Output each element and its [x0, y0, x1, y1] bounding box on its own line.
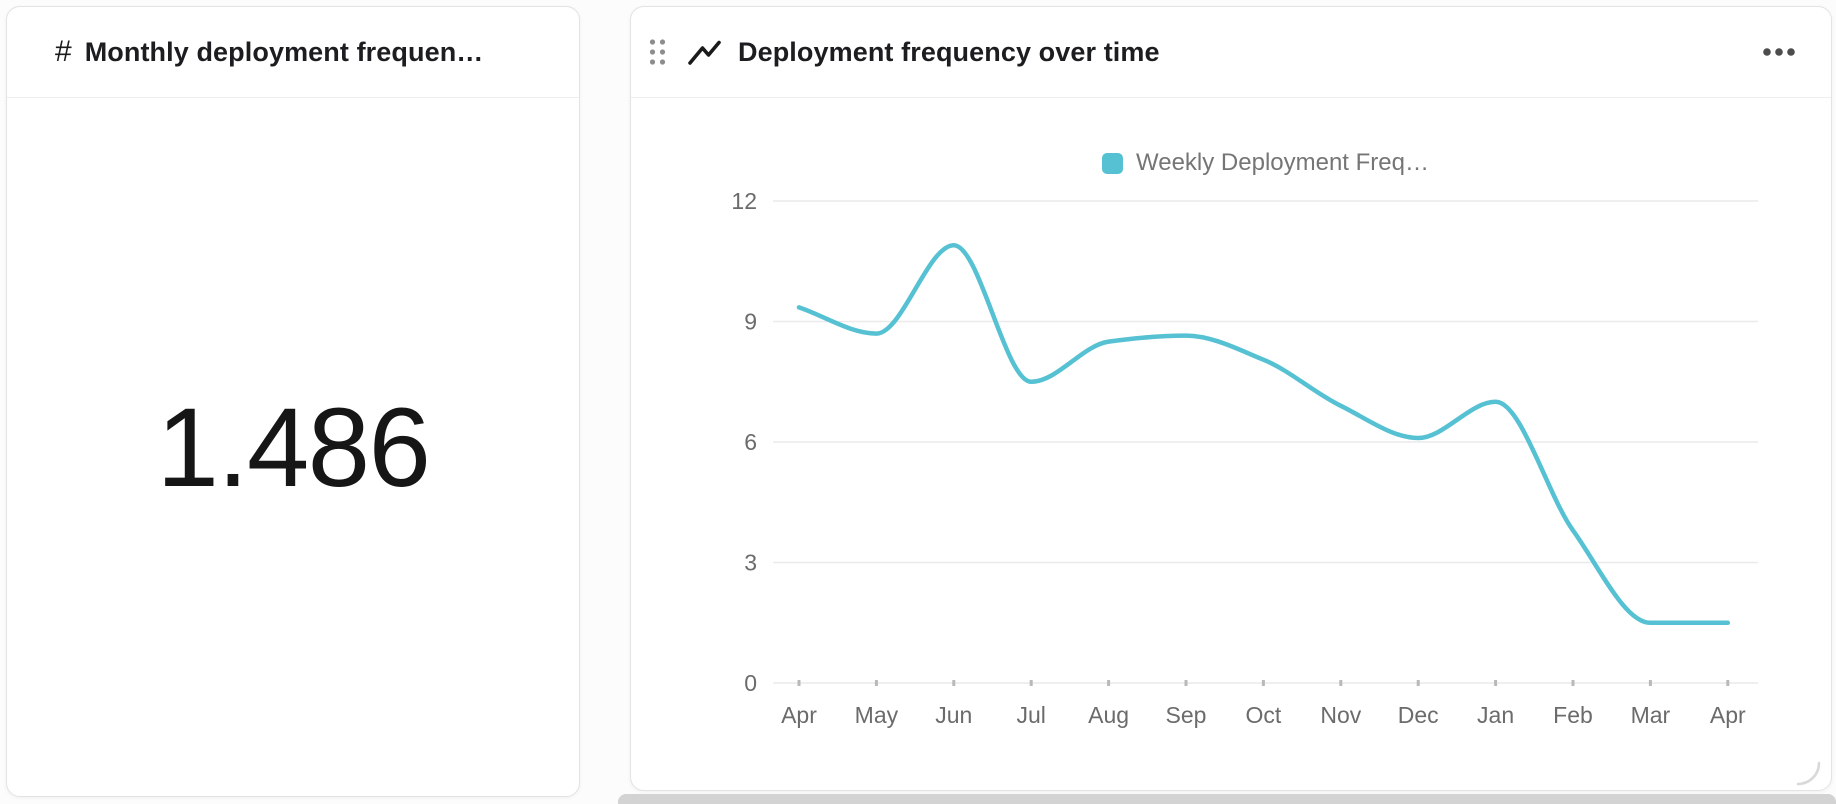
y-axis-label: 6 [744, 429, 757, 455]
x-axis-tick [952, 680, 956, 686]
metric-card-header: # Monthly deployment frequen… [7, 7, 579, 98]
card-menu-button[interactable] [1753, 33, 1805, 71]
resize-handle-icon[interactable] [1795, 760, 1821, 786]
x-axis-label: Jul [1016, 702, 1045, 728]
x-axis-label: Jun [935, 702, 972, 728]
y-axis-label: 0 [744, 670, 757, 696]
chart-card-header: Deployment frequency over time [631, 7, 1831, 98]
chart-plot-area: Weekly Deployment Freq… 0 3 6 9 12 Apr May Jun J… [631, 98, 1831, 790]
metric-card-title: Monthly deployment frequen… [84, 36, 484, 67]
x-axis-tick [1726, 680, 1730, 686]
x-axis-tick [1648, 680, 1652, 686]
y-axis-label: 9 [744, 309, 757, 335]
line-chart-icon [688, 39, 721, 66]
x-axis-label: Apr [1710, 702, 1746, 728]
x-axis-tick [797, 680, 801, 686]
x-axis-label: Oct [1246, 702, 1282, 728]
ellipsis-icon [1763, 48, 1795, 56]
x-axis-tick [1416, 680, 1420, 686]
x-axis-tick [1494, 680, 1498, 686]
x-axis-label: Sep [1166, 702, 1207, 728]
x-axis-label: Apr [781, 702, 817, 728]
deployment-frequency-chart: 0 3 6 9 12 Apr May Jun Jul Aug Sep Oct Nov Dec Jan Feb M… [731, 188, 1758, 728]
number-metric-icon: # [55, 35, 72, 68]
legend-label: Weekly Deployment Freq… [1136, 149, 1429, 176]
x-axis-label: Mar [1631, 702, 1671, 728]
x-axis-tick [1029, 680, 1033, 686]
chart-legend[interactable]: Weekly Deployment Freq… [773, 149, 1758, 177]
y-axis-label: 3 [744, 550, 757, 576]
metric-card: # Monthly deployment frequen… 1.486 [6, 6, 580, 797]
x-axis-label: Dec [1398, 702, 1439, 728]
x-axis-tick [874, 680, 878, 686]
metric-card-body: 1.486 [7, 98, 579, 796]
x-axis-label: Nov [1320, 702, 1361, 728]
x-axis-tick [1339, 680, 1343, 686]
partial-widget-below [618, 794, 1836, 804]
drag-handle-icon[interactable] [646, 35, 668, 69]
metric-value: 1.486 [156, 384, 431, 510]
chart-card-title: Deployment frequency over time [738, 36, 1160, 67]
x-axis-label: May [855, 702, 899, 728]
x-axis-label: Feb [1553, 702, 1593, 728]
x-axis-tick [1261, 680, 1265, 686]
x-axis-label: Aug [1088, 702, 1129, 728]
x-axis-tick [1107, 680, 1111, 686]
x-axis-label: Jan [1477, 702, 1514, 728]
series-line [796, 242, 1731, 626]
legend-swatch [1102, 152, 1123, 174]
y-axis-label: 12 [731, 188, 757, 214]
x-axis-tick [1184, 680, 1188, 686]
x-axis-tick [1571, 680, 1575, 686]
chart-card: Deployment frequency over time Weekly De… [630, 6, 1832, 791]
